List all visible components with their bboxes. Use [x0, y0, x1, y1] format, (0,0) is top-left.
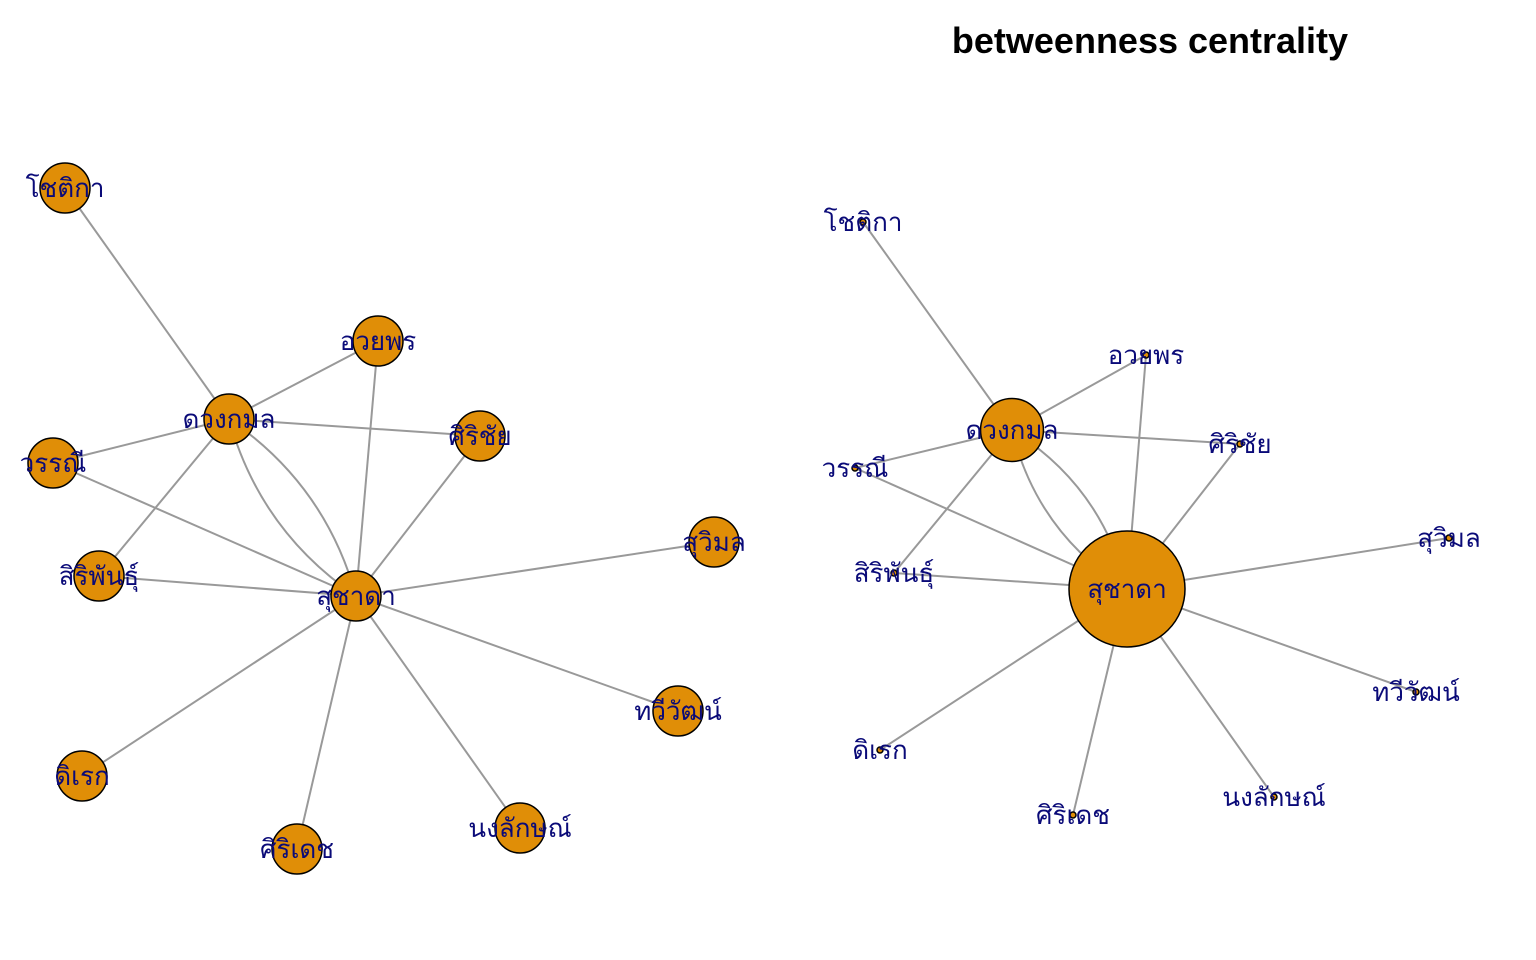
node-direk[interactable]: [56, 750, 108, 802]
edge-suchada-suwimol: [355, 541, 715, 597]
edge-sirichai-suchada: [355, 435, 481, 597]
node-label-duangkamol: ดวงกมล: [966, 416, 1059, 446]
node-suchada[interactable]: [330, 570, 382, 622]
edge-suchada-siridet: [296, 595, 357, 850]
nodes-group: [27, 162, 740, 875]
labels-group: โชติกาอวยพรดวงกมลศิริชัยวรรณีสิริพันธุ์ส…: [20, 173, 746, 865]
edges-group: [52, 187, 715, 850]
node-chotika[interactable]: [39, 162, 91, 214]
node-taweewat[interactable]: [1412, 688, 1420, 696]
labels-group: โชติกาอวยพรดวงกมลศิริชัยวรรณีสิริพันธุ์ส…: [822, 207, 1481, 831]
edge-suchada-nonglak: [355, 595, 521, 829]
node-sirichai[interactable]: [454, 410, 506, 462]
node-label-taweewat: ทวีวัฒน์: [634, 697, 722, 727]
node-wannee[interactable]: [27, 437, 79, 489]
edge-chotika-duangkamol: [64, 187, 230, 420]
node-nonglak[interactable]: [494, 802, 546, 854]
figure-title: betweenness centrality: [952, 20, 1348, 61]
node-label-nonglak: นงลักษณ์: [468, 814, 571, 844]
node-suwimol[interactable]: [1445, 534, 1453, 542]
edge-duangkamol-wannee: [52, 418, 230, 464]
node-label-ouaiporn: อวยพร: [340, 327, 417, 357]
node-wannee[interactable]: [851, 464, 859, 472]
node-label-wannee: วรรณี: [20, 449, 87, 479]
edge-ouaiporn-suchada: [355, 340, 379, 597]
nodes-group: [851, 218, 1453, 819]
node-label-siriphan: สิริพันธุ์: [854, 559, 935, 589]
edge-chotika-duangkamol: [862, 221, 1013, 431]
edges-group: [854, 221, 1450, 816]
node-label-suwimol: สุวิมล: [1417, 524, 1481, 554]
node-label-direk: ดิเรก: [54, 762, 109, 792]
node-label-suchada: สุชาดา: [316, 582, 396, 612]
edge-duangkamol-ouaiporn: [228, 340, 379, 420]
edge-duangkamol-suchada: [228, 418, 357, 597]
node-suwimol[interactable]: [688, 516, 740, 568]
node-label-nonglak: นงลักษณ์: [1222, 783, 1325, 813]
network-panel-uniform: โชติกาอวยพรดวงกมลศิริชัยวรรณีสิริพันธุ์ส…: [20, 162, 746, 875]
edge-suchada-direk: [81, 595, 357, 777]
node-ouaiporn[interactable]: [352, 315, 404, 367]
edge-duangkamol-suchada: [228, 418, 357, 597]
node-siriphan[interactable]: [73, 550, 125, 602]
edge-wannee-suchada: [52, 462, 357, 597]
node-label-sirichai: ศิริชัย: [448, 422, 511, 452]
node-taweewat[interactable]: [652, 685, 704, 737]
node-sirichai[interactable]: [1236, 440, 1244, 448]
node-label-siriphan: สิริพันธุ์: [59, 562, 140, 592]
edge-duangkamol-sirichai: [1011, 429, 1241, 445]
edge-siriphan-suchada: [98, 575, 357, 597]
node-siridet[interactable]: [1069, 811, 1077, 819]
node-label-taweewat: ทวีวัฒน์: [1372, 678, 1460, 708]
node-chotika[interactable]: [859, 218, 867, 226]
node-siridet[interactable]: [271, 823, 323, 875]
node-label-sirichai: ศิริชัย: [1208, 430, 1271, 460]
node-label-ouaiporn: อวยพร: [1108, 341, 1185, 371]
edge-duangkamol-siriphan: [98, 418, 230, 577]
node-label-siridet: ศิริเดช: [260, 835, 334, 865]
node-nonglak[interactable]: [1270, 793, 1278, 801]
node-duangkamol[interactable]: [979, 397, 1045, 463]
node-label-suwimol: สุวิมล: [682, 528, 746, 558]
edge-duangkamol-sirichai: [228, 418, 481, 437]
node-label-siridet: ศิริเดช: [1036, 801, 1110, 831]
node-suchada[interactable]: [1068, 530, 1186, 648]
node-ouaiporn[interactable]: [1142, 351, 1150, 359]
node-direk[interactable]: [876, 746, 884, 754]
node-label-direk: ดิเรก: [852, 736, 907, 766]
node-label-duangkamol: ดวงกมล: [183, 405, 276, 435]
edge-suchada-taweewat: [355, 595, 679, 712]
node-siriphan[interactable]: [890, 569, 898, 577]
node-label-suchada: สุชาดา: [1087, 575, 1167, 605]
node-label-chotika: โชติกา: [824, 207, 903, 238]
node-label-chotika: โชติกา: [26, 173, 105, 204]
node-label-wannee: วรรณี: [822, 454, 889, 484]
node-duangkamol[interactable]: [203, 393, 255, 445]
